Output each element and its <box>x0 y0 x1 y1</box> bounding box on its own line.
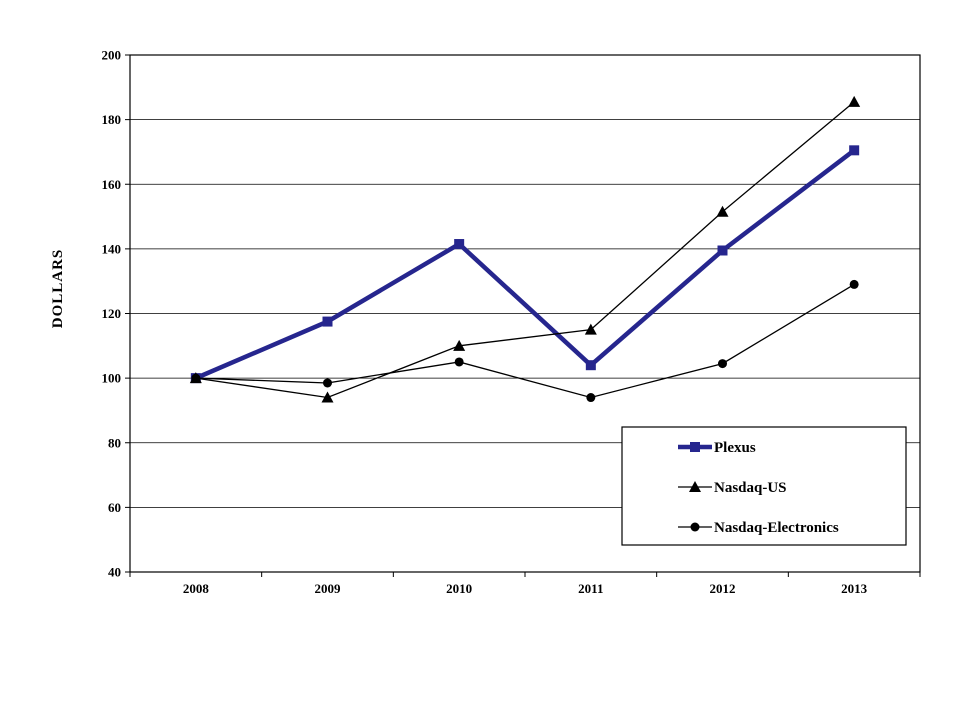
triangle-marker-icon <box>689 481 701 492</box>
x-tick-label: 2010 <box>446 581 472 596</box>
y-tick-label: 200 <box>102 48 122 63</box>
square-marker-icon <box>690 442 700 452</box>
triangle-marker-icon <box>848 95 861 107</box>
square-marker-icon <box>849 145 860 156</box>
triangle-marker-icon <box>584 323 597 335</box>
circle-marker-icon <box>849 279 859 289</box>
y-tick-label: 140 <box>102 241 122 256</box>
triangle-marker-icon <box>716 205 729 217</box>
x-tick-label: 2012 <box>710 581 736 596</box>
circle-marker-icon <box>454 357 464 367</box>
circle-marker-icon <box>690 522 700 532</box>
legend: Plexus Nasdaq-US Nasdaq-Electronics <box>621 426 907 546</box>
square-marker-icon <box>322 316 333 327</box>
y-tick-label: 100 <box>102 371 122 386</box>
legend-label: Nasdaq-US <box>714 480 787 496</box>
circle-marker-icon <box>191 373 201 383</box>
square-marker-icon <box>717 245 728 256</box>
y-tick-label: 180 <box>102 112 122 127</box>
y-tick-label: 120 <box>102 306 122 321</box>
square-marker-icon <box>454 239 465 250</box>
series-nasdaq-electronics <box>191 279 859 403</box>
circle-marker-icon <box>586 393 596 403</box>
y-tick-label: 80 <box>108 435 121 450</box>
plot-border <box>129 54 921 573</box>
legend-label: Plexus <box>714 440 756 456</box>
triangle-marker-icon <box>453 339 466 351</box>
square-marker-icon <box>585 360 596 371</box>
x-tick-label: 2013 <box>841 581 868 596</box>
y-tick-label: 40 <box>108 565 121 580</box>
x-tick-label: 2011 <box>578 581 603 596</box>
series-line <box>195 283 855 399</box>
x-tick-label: 2008 <box>183 581 210 596</box>
circle-marker-icon <box>718 359 727 369</box>
y-tick-label: 160 <box>102 177 122 192</box>
series-line <box>195 101 855 399</box>
x-tick-label: 2009 <box>315 581 342 596</box>
legend-label: Nasdaq-Electronics <box>714 520 839 536</box>
circle-marker-icon <box>323 378 332 388</box>
legend-box <box>621 426 907 546</box>
triangle-marker-icon <box>321 391 334 403</box>
y-tick-label: 60 <box>108 500 121 515</box>
y-axis-title: DOLLARS <box>50 249 66 329</box>
series-line <box>194 148 856 381</box>
